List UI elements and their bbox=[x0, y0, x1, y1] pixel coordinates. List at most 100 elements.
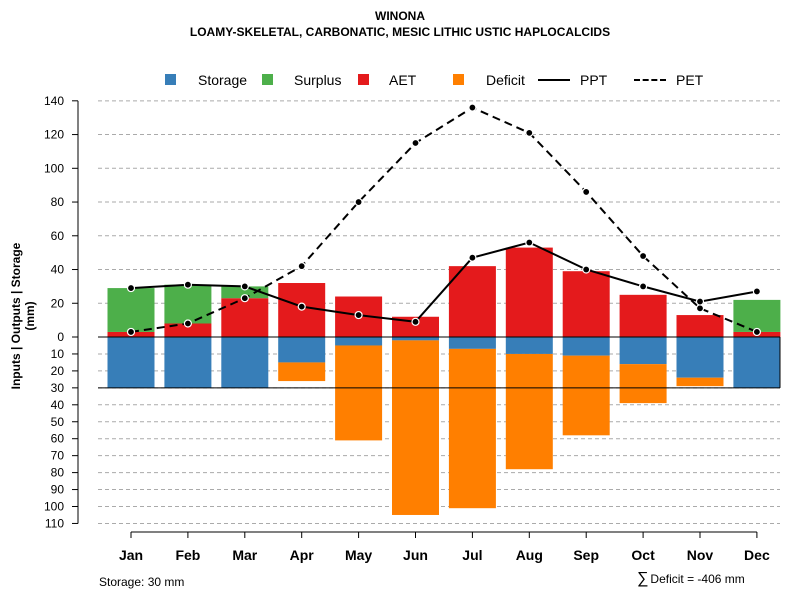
x-tick-label: Jul bbox=[462, 547, 482, 563]
bar-storage bbox=[733, 337, 781, 388]
legend-label-surplus: Surplus bbox=[294, 72, 342, 88]
x-tick-label: Feb bbox=[175, 547, 200, 563]
bar-aet bbox=[392, 316, 439, 337]
x-tick-label: Jan bbox=[119, 547, 143, 563]
bar-deficit bbox=[392, 340, 439, 515]
bar-surplus bbox=[164, 284, 212, 324]
bar-aet bbox=[676, 315, 724, 337]
y-tick-label: 80 bbox=[51, 195, 65, 209]
y-tick-label: 40 bbox=[51, 398, 65, 412]
bar-storage bbox=[164, 337, 212, 388]
legend-swatch-surplus bbox=[262, 74, 273, 85]
point-pet bbox=[468, 103, 477, 112]
bar-surplus bbox=[221, 286, 269, 299]
point-ppt bbox=[468, 253, 477, 262]
point-pet bbox=[582, 187, 591, 197]
x-tick-label: May bbox=[345, 547, 372, 563]
point-ppt bbox=[354, 310, 363, 320]
point-ppt bbox=[297, 302, 306, 311]
point-ppt bbox=[126, 283, 136, 293]
y-tick-label: 60 bbox=[51, 432, 65, 446]
bar-deficit bbox=[562, 355, 610, 436]
bar-aet bbox=[562, 271, 610, 337]
bar-storage bbox=[335, 337, 383, 346]
legend-swatch-ppt bbox=[538, 79, 570, 81]
y-tick-label: 0 bbox=[57, 330, 64, 344]
y-axis-label: Inputs | Outputs | Storage (mm) bbox=[9, 242, 37, 390]
y-tick-label: 50 bbox=[51, 415, 65, 429]
storage-note: Storage: 30 mm bbox=[99, 575, 185, 589]
y-tick-label: 140 bbox=[44, 94, 64, 108]
bar-surplus bbox=[107, 288, 155, 332]
point-pet bbox=[183, 319, 192, 328]
y-tick-label: 110 bbox=[45, 516, 64, 530]
y-tick-label: 40 bbox=[51, 263, 65, 277]
point-pet bbox=[240, 294, 249, 303]
bar-deficit bbox=[505, 353, 553, 470]
bar-storage bbox=[562, 337, 610, 356]
y-tick-label: 90 bbox=[51, 483, 65, 497]
y-tick-label: 20 bbox=[51, 364, 65, 378]
point-ppt bbox=[695, 297, 705, 306]
line-pet bbox=[130, 106, 758, 333]
point-pet bbox=[695, 304, 705, 313]
y-tick-label: 10 bbox=[51, 347, 65, 361]
bar-storage bbox=[392, 337, 439, 341]
bar-storage bbox=[448, 337, 496, 349]
y-tick-label: 100 bbox=[44, 161, 64, 175]
point-pet bbox=[525, 128, 534, 137]
legend-swatch-aet bbox=[358, 74, 369, 85]
x-tick-label: Mar bbox=[232, 547, 257, 563]
point-ppt bbox=[582, 265, 591, 274]
line-ppt bbox=[130, 241, 758, 323]
x-tick-label: Oct bbox=[631, 547, 655, 563]
x-tick-label: Apr bbox=[290, 547, 315, 563]
bar-aet bbox=[448, 266, 496, 337]
legend-label-aet: AET bbox=[389, 72, 417, 88]
bar-aet bbox=[221, 298, 269, 337]
bar-storage bbox=[505, 337, 553, 354]
point-pet bbox=[354, 197, 363, 207]
y-tick-label: 60 bbox=[51, 229, 65, 243]
y-tick-label: 120 bbox=[44, 128, 64, 142]
bar-aet bbox=[505, 247, 553, 337]
bar-aet bbox=[164, 323, 212, 337]
y-tick-label: 70 bbox=[51, 449, 65, 463]
point-ppt bbox=[638, 282, 648, 291]
bar-deficit bbox=[278, 362, 326, 382]
y-tick-label: 30 bbox=[51, 381, 65, 395]
x-tick-label: Dec bbox=[744, 547, 770, 563]
legend-swatch-deficit bbox=[453, 74, 464, 85]
y-tick-label: 80 bbox=[51, 466, 65, 480]
legend-label-pet: PET bbox=[676, 72, 704, 88]
x-tick-label: Sep bbox=[573, 547, 599, 563]
y-tick-label: 20 bbox=[51, 296, 65, 310]
deficit-note: ∑ Deficit = -406 mm bbox=[637, 570, 745, 588]
point-pet bbox=[126, 327, 136, 337]
bar-deficit bbox=[619, 364, 667, 404]
x-tick-label: Nov bbox=[687, 547, 714, 563]
bar-storage bbox=[221, 337, 269, 388]
chart-title: WINONA bbox=[375, 9, 425, 23]
point-ppt bbox=[411, 317, 420, 326]
legend-swatch-pet bbox=[634, 79, 666, 81]
x-tick-label: Aug bbox=[516, 547, 543, 563]
point-pet bbox=[638, 251, 648, 261]
point-ppt bbox=[752, 287, 762, 296]
point-pet bbox=[411, 138, 420, 148]
bar-storage bbox=[107, 337, 155, 388]
bar-aet bbox=[619, 294, 667, 337]
point-pet bbox=[752, 327, 762, 337]
x-tick-label: Jun bbox=[403, 547, 428, 563]
sigma-icon: ∑ bbox=[637, 570, 649, 587]
legend-label-storage: Storage bbox=[198, 72, 248, 88]
y-tick-label: 100 bbox=[44, 500, 64, 514]
bar-storage bbox=[676, 337, 724, 378]
bar-deficit bbox=[448, 348, 496, 509]
chart-subtitle: LOAMY-SKELETAL, CARBONATIC, MESIC LITHIC… bbox=[189, 25, 611, 39]
deficit-text: Deficit = -406 mm bbox=[650, 572, 745, 586]
legend-label-deficit: Deficit bbox=[486, 72, 525, 88]
legend-swatch-storage bbox=[165, 74, 176, 85]
point-ppt bbox=[240, 282, 249, 291]
